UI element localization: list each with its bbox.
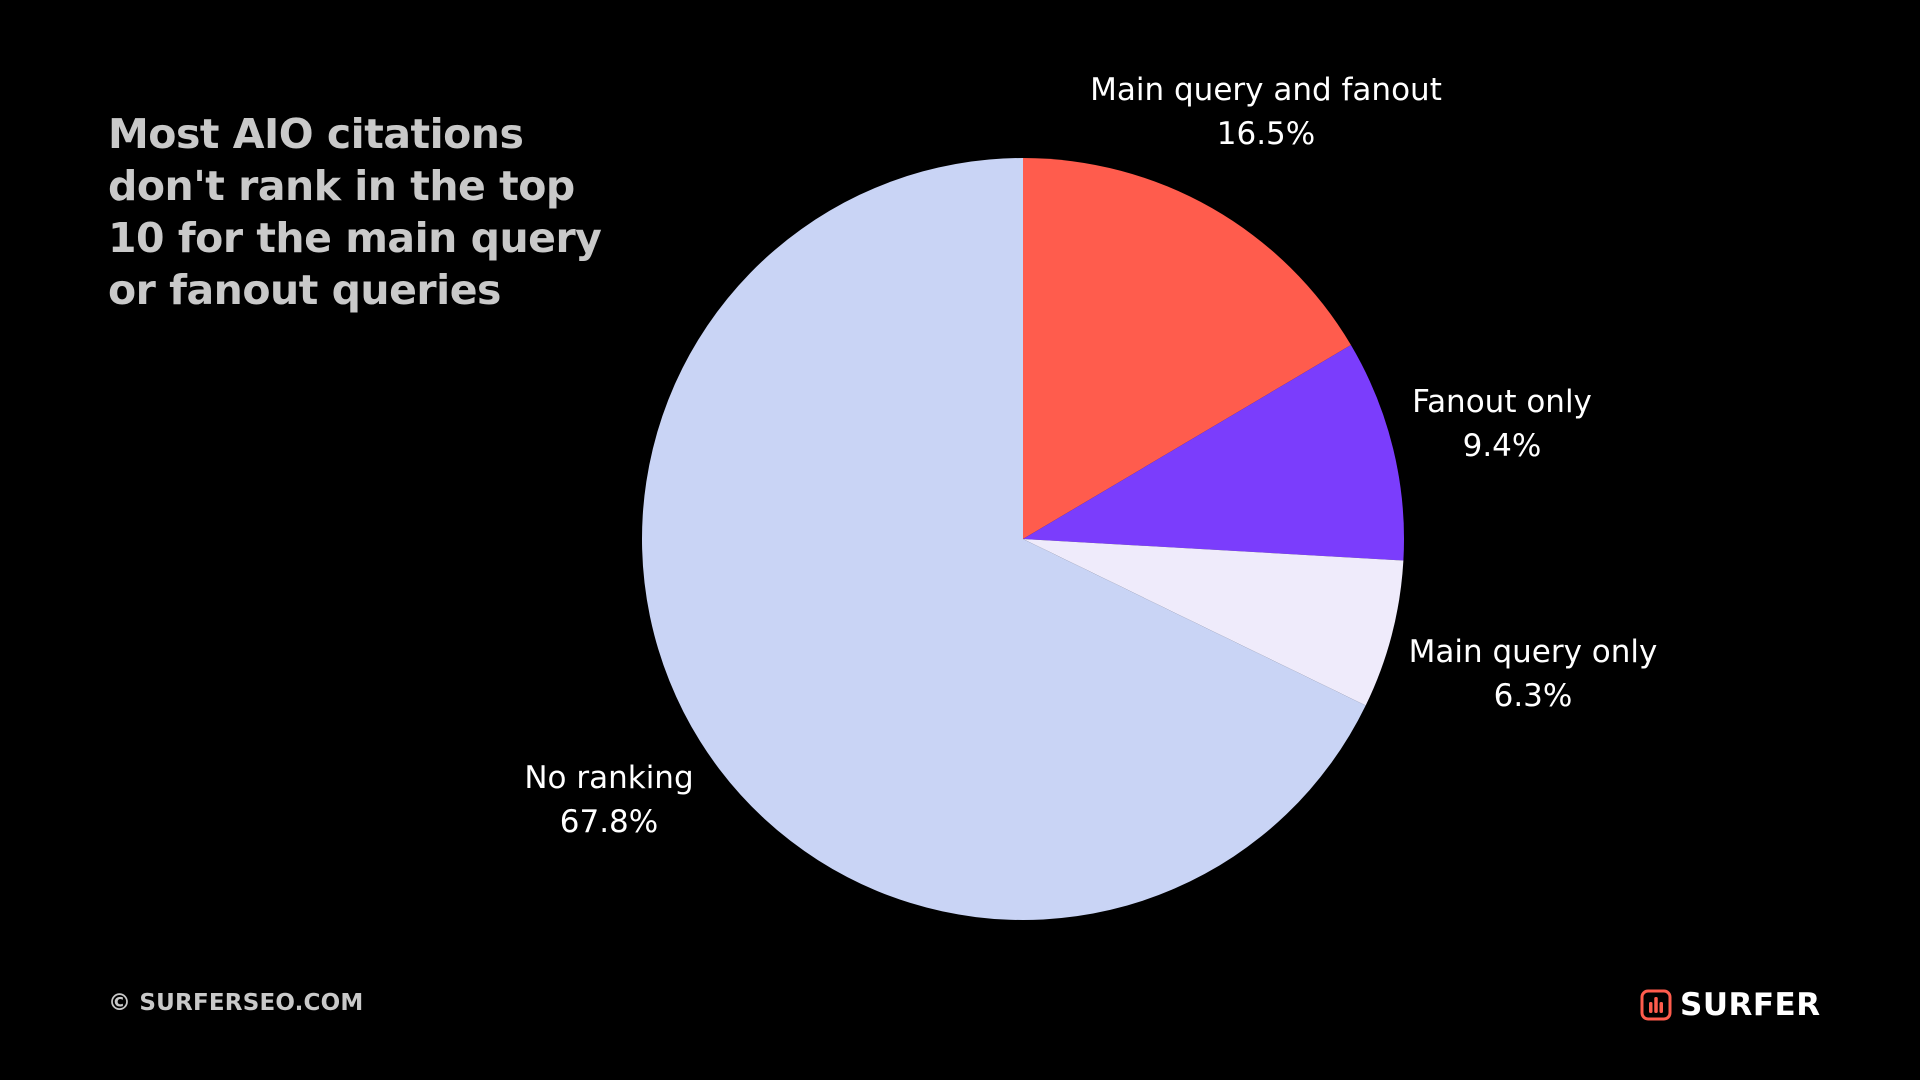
- slice-label-value: 9.4%: [1463, 428, 1542, 464]
- pie-labels: Main query and fanout 16.5% Fanout only 9.4…: [524, 72, 1657, 840]
- slice-label-main-query-only: Main query only 6.3%: [1409, 634, 1658, 714]
- copyright-text: © SURFERSEO.COM: [108, 990, 364, 1016]
- pie-slice-no-ranking: [641, 158, 1366, 920]
- pie-slices: [641, 158, 1404, 920]
- chart-title: Most AIO citations don't rank in the top…: [108, 110, 602, 314]
- pie-slice-main-query-and-fanout: [1023, 158, 1351, 539]
- slice-label-value: 16.5%: [1217, 116, 1315, 152]
- slice-label-value: 67.8%: [560, 804, 658, 840]
- surfer-logo: SURFER: [1640, 984, 1821, 1026]
- slice-label-name: No ranking: [524, 760, 693, 796]
- pie-slice-main-query-only: [1023, 539, 1404, 706]
- slice-label-main-query-and-fanout: Main query and fanout 16.5%: [1090, 72, 1442, 152]
- slice-label-name: Main query and fanout: [1090, 72, 1442, 108]
- slice-label-value: 6.3%: [1494, 678, 1573, 714]
- slice-label-name: Main query only: [1409, 634, 1658, 670]
- surfer-logo-icon: [1640, 989, 1672, 1021]
- slice-label-name: Fanout only: [1412, 384, 1592, 420]
- slice-label-fanout-only: Fanout only 9.4%: [1412, 384, 1592, 464]
- brand-name: SURFER: [1680, 987, 1821, 1023]
- pie-slice-fanout-only: [1023, 345, 1404, 561]
- slice-label-no-ranking: No ranking 67.8%: [524, 760, 693, 840]
